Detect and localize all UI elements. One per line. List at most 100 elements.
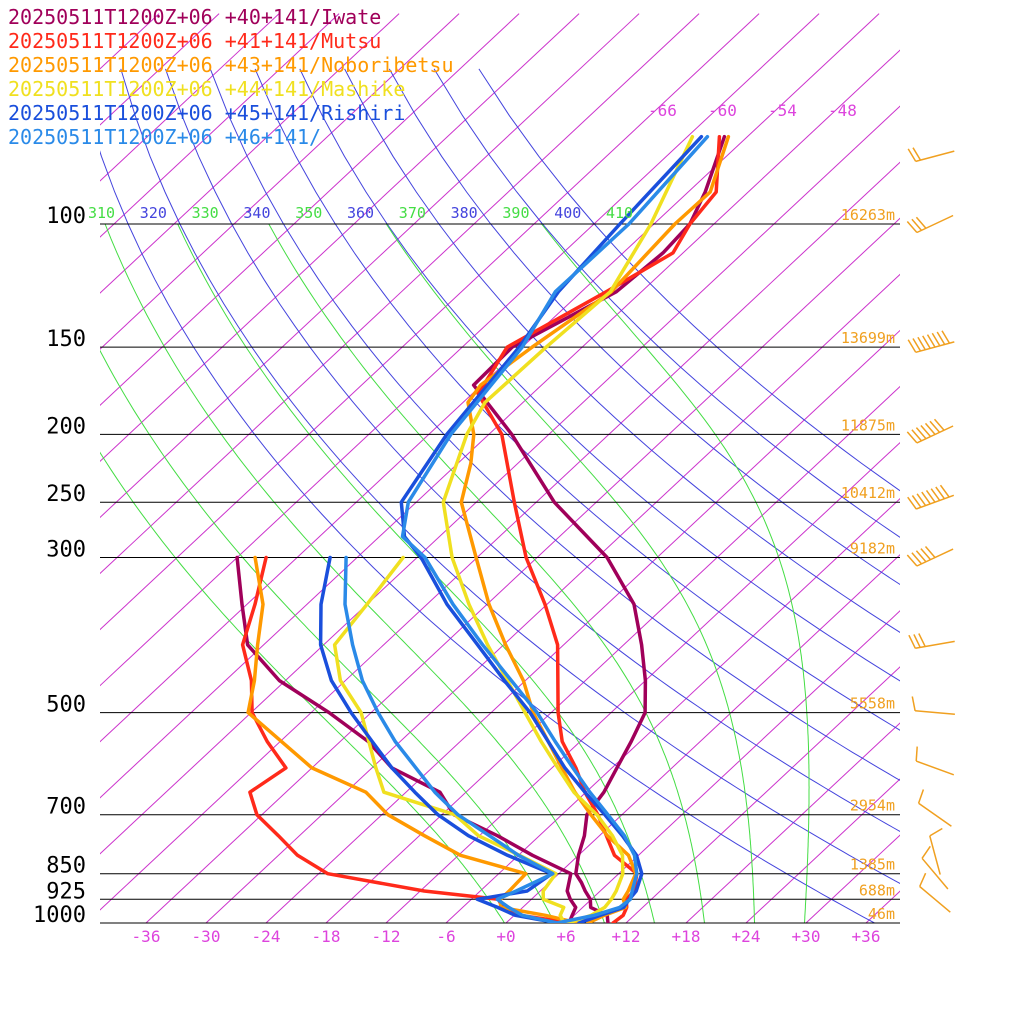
theta-label: 340 [243, 204, 270, 222]
temperature-tick-label: -12 [372, 927, 401, 946]
upper-isotherm-label: -66 [648, 101, 677, 120]
legend-entry: 20250511T1200Z+06 +43+141/Noboribetsu [8, 53, 454, 77]
wind-barb [906, 546, 954, 567]
isotherm-line [100, 161, 900, 911]
isotherm-line [100, 13, 520, 406]
wind-barb [915, 746, 955, 776]
isotherm-line [865, 890, 900, 923]
theta-label: 360 [347, 204, 374, 222]
height-label: 688m [859, 881, 895, 899]
temperature-axis: -36 -30 -24 -18 -12 -6 +0 +6 +12 +18 +24 +30 +36 [132, 927, 881, 946]
theta-label: 380 [451, 204, 478, 222]
theta-label: 400 [554, 204, 581, 222]
temperature-tick-label: -24 [252, 927, 281, 946]
isotherm-line [325, 385, 900, 923]
theta-label: 330 [192, 204, 219, 222]
wind-barbs [906, 147, 955, 913]
dewpoint-profile [343, 555, 559, 923]
temperature-tick-label: +0 [496, 927, 515, 946]
dewpoint-profile [235, 555, 578, 923]
wind-barb [929, 827, 943, 875]
isotherm-line [926, 14, 1024, 923]
wind-barb [917, 789, 952, 827]
isotherm-grid [100, 13, 1024, 923]
wind-barb [911, 696, 955, 716]
dry-adiabat-line [299, 68, 900, 682]
dry-adiabat-line [120, 68, 900, 885]
isotherm-line [100, 13, 340, 238]
pressure-label: 150 [46, 327, 86, 352]
isotherm-line [745, 778, 900, 923]
moist-adiabat-line [268, 223, 705, 923]
pressure-label: 250 [46, 482, 86, 507]
height-label: 5558m [850, 695, 895, 713]
pressure-label: 500 [46, 693, 86, 718]
moist-adiabat-line [541, 223, 810, 923]
theta-label: 350 [295, 204, 322, 222]
dry-adiabat-line [165, 68, 900, 833]
isotherm-line [100, 49, 900, 799]
legend-entry: 20250511T1200Z+06 +45+141/Rishiri [8, 101, 405, 125]
theta-label: 370 [399, 204, 426, 222]
wind-barb [921, 845, 949, 890]
isobar-grid [100, 223, 900, 924]
height-label: 10412m [841, 484, 895, 502]
temperature-tick-label: +30 [792, 927, 821, 946]
dry-adiabat-line [433, 68, 900, 538]
dewpoint-profile [318, 555, 560, 923]
dry-adiabat-line [478, 68, 900, 492]
wind-barb [906, 418, 954, 444]
temperature-profile [400, 134, 710, 923]
dry-adiabat-line [344, 68, 900, 633]
temperature-profile [399, 134, 704, 923]
temperature-tick-label: +36 [852, 927, 881, 946]
isotherm-line [685, 722, 900, 923]
upper-isotherm-label: -54 [768, 101, 797, 120]
isotherm-line [445, 498, 900, 923]
legend-entry: 20250511T1200Z+06 +41+141/Mutsu [8, 29, 381, 53]
height-label: 2954m [850, 797, 895, 815]
temperature-tick-label: -30 [192, 927, 221, 946]
isotherm-line [100, 13, 460, 350]
moist-adiabat-line [104, 223, 605, 923]
wind-barb [907, 330, 955, 354]
isotherm-line [505, 554, 900, 923]
wind-barb [906, 214, 954, 234]
isotherm-line [100, 13, 880, 743]
isotherm-line [100, 13, 820, 687]
dry-adiabat-line [100, 150, 876, 923]
isotherm-line [100, 13, 280, 182]
theta-label: 410 [606, 204, 633, 222]
dry-adiabat-line [388, 68, 900, 586]
height-label: 46m [868, 905, 895, 923]
dewpoint-profile [332, 555, 566, 923]
temperature-tick-label: -6 [436, 927, 455, 946]
isotherm-line [565, 610, 900, 923]
dry-adiabat-line [254, 68, 900, 731]
dry-adiabat-grid [100, 68, 900, 923]
temperature-tick-label: +24 [732, 927, 761, 946]
theta-label: 390 [502, 204, 529, 222]
wind-barb [919, 872, 951, 913]
theta-label: 320 [140, 204, 167, 222]
temperature-profile [441, 134, 695, 923]
height-labels: 16263m 13699m 11875m 10412m 9182m 5558m 2954m 1… [841, 206, 895, 923]
isotherm-line [100, 13, 400, 294]
wind-barb [907, 484, 955, 510]
legend-entry: 20250511T1200Z+06 +46+141/ [8, 125, 321, 149]
isotherm-line [625, 666, 900, 923]
height-label: 11875m [841, 416, 895, 434]
isotherm-line [100, 13, 760, 631]
height-label: 16263m [841, 206, 895, 224]
pressure-label: 200 [46, 414, 86, 439]
upper-isotherm-label: -48 [828, 101, 857, 120]
sounding-profiles [235, 134, 731, 923]
isotherm-line [100, 105, 900, 855]
isotherm-line [986, 14, 1024, 923]
pressure-label: 700 [46, 795, 86, 820]
legend-entry: 20250511T1200Z+06 +40+141/Iwate [8, 5, 381, 29]
upper-isotherm-label: -60 [708, 101, 737, 120]
theta-label: 310 [88, 204, 115, 222]
upper-isotherm-labels: -66 -60 -54 -48 [648, 101, 857, 120]
